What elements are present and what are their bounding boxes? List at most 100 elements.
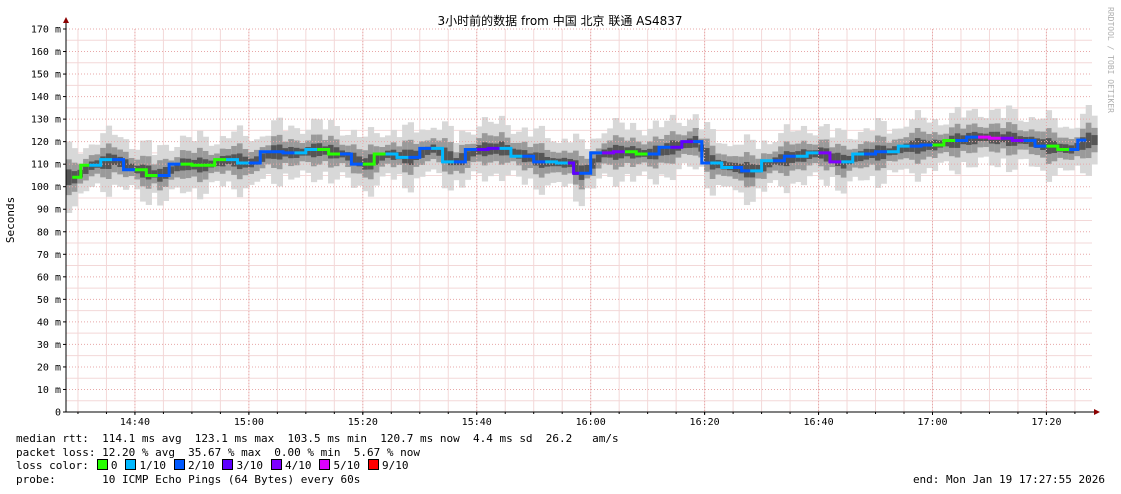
smoke-band xyxy=(686,138,694,148)
loss-label: 1/10 xyxy=(139,459,166,472)
y-tick-label: 170 m xyxy=(31,25,61,36)
smoke-band xyxy=(897,145,904,154)
smoke-band xyxy=(681,141,688,149)
median-line-segment xyxy=(670,140,694,149)
median-line-segment xyxy=(955,135,979,143)
median-line-segment xyxy=(795,151,819,158)
median-line-segment xyxy=(841,152,865,164)
median-line-segment xyxy=(978,135,1001,140)
smoke-band xyxy=(305,147,312,156)
loss-swatch xyxy=(125,459,137,470)
smoke-band xyxy=(966,132,973,145)
smoke-band xyxy=(128,163,135,171)
y-tick-label: 130 m xyxy=(31,115,61,126)
smoke-band xyxy=(704,148,711,163)
x-axis-arrow xyxy=(1094,409,1100,415)
y-axis-arrow xyxy=(63,17,69,23)
median-line-segment xyxy=(710,161,734,170)
x-tick-label: 15:00 xyxy=(234,417,264,428)
y-tick-label: 30 m xyxy=(37,340,61,351)
smoke-band xyxy=(721,160,728,170)
chart-title: 3小时前的数据 from 中国 北京 联通 AS4837 xyxy=(438,13,683,28)
smoke-band xyxy=(100,156,107,169)
smoke-band xyxy=(1034,138,1041,149)
y-tick-label: 40 m xyxy=(37,317,61,328)
smoke-band xyxy=(83,165,90,174)
median-line-segment xyxy=(909,143,933,148)
smoke-band xyxy=(1057,143,1064,152)
y-tick-label: 70 m xyxy=(37,250,61,261)
y-tick-label: 150 m xyxy=(31,70,61,81)
smoke-band xyxy=(595,154,603,163)
x-tick-label: 17:20 xyxy=(1031,417,1061,428)
smoke-band xyxy=(664,143,671,156)
smoke-band xyxy=(943,139,950,147)
y-tick-label: 160 m xyxy=(31,47,61,58)
median-line-segment xyxy=(567,161,580,175)
median-line-segment xyxy=(733,166,751,173)
smoke-band xyxy=(350,152,358,165)
loss-color-label: loss color: xyxy=(16,459,89,472)
median-line-segment xyxy=(248,150,272,165)
loss-label: 9/10 xyxy=(381,459,409,472)
x-tick-label: 15:40 xyxy=(462,417,492,428)
smoke-band xyxy=(396,152,403,160)
smoke-band xyxy=(584,164,591,173)
smoke-band xyxy=(533,152,540,166)
smoke-band xyxy=(1091,135,1098,146)
smoke-band xyxy=(236,153,244,170)
smoke-band xyxy=(806,150,813,159)
smoke-band xyxy=(1080,137,1087,150)
median-rtt-stats: median rtt: 114.1 ms avg 123.1 ms max 10… xyxy=(16,432,619,445)
median-line-segment xyxy=(1023,139,1047,148)
smoke-band xyxy=(424,146,432,155)
smoke-band xyxy=(253,156,261,165)
median-line-segment xyxy=(1046,144,1070,152)
smoke-band xyxy=(857,151,865,162)
smoke-band xyxy=(117,156,124,168)
median-line-segment xyxy=(1069,138,1087,152)
x-tick-label: 16:20 xyxy=(690,417,720,428)
smoke-band xyxy=(447,151,454,166)
y-axis-label: Seconds xyxy=(4,197,17,243)
loss-swatch xyxy=(367,459,379,470)
loss-swatch xyxy=(173,459,185,470)
median-line-segment xyxy=(624,150,648,156)
median-line-segment xyxy=(499,146,523,158)
median-line-segment xyxy=(340,152,363,166)
y-tick-label: 100 m xyxy=(31,182,61,193)
y-tick-label: 50 m xyxy=(37,295,61,306)
median-line-segment xyxy=(89,158,113,167)
median-line-segment xyxy=(1000,136,1024,143)
smoke-band xyxy=(903,143,910,152)
smoke-band xyxy=(761,160,768,172)
loss-color-legend: loss color: 0 1/10 2/10 3/10 4/10 5/10 9/10 xyxy=(16,459,408,472)
loss-label: 3/10 xyxy=(236,459,263,472)
smoke-band xyxy=(66,169,73,186)
smoke-band xyxy=(510,148,517,156)
median-line-segment xyxy=(226,158,249,165)
median-line-segment xyxy=(602,150,625,155)
median-line-segment xyxy=(72,163,90,179)
smoke-band xyxy=(464,151,471,161)
median-line-segment xyxy=(772,154,796,163)
median-line-segment xyxy=(864,150,887,156)
median-line-segment xyxy=(647,145,671,156)
y-tick-label: 0 xyxy=(55,408,61,419)
y-tick-label: 10 m xyxy=(37,385,61,396)
median-line-segment xyxy=(693,140,711,165)
smoke-band xyxy=(265,151,272,159)
smoke-band xyxy=(419,148,426,158)
smoke-band xyxy=(413,150,420,160)
smoke-band xyxy=(345,152,352,161)
smoke-band xyxy=(259,153,266,162)
smoke-band xyxy=(783,151,790,167)
median-line-segment xyxy=(134,168,158,177)
loss-label: 5/10 xyxy=(333,459,360,472)
smoke-band xyxy=(145,165,152,180)
smoke-band xyxy=(168,166,175,174)
y-tick-label: 20 m xyxy=(37,362,61,373)
smoke-band xyxy=(151,170,158,178)
smoke-band xyxy=(174,163,181,172)
